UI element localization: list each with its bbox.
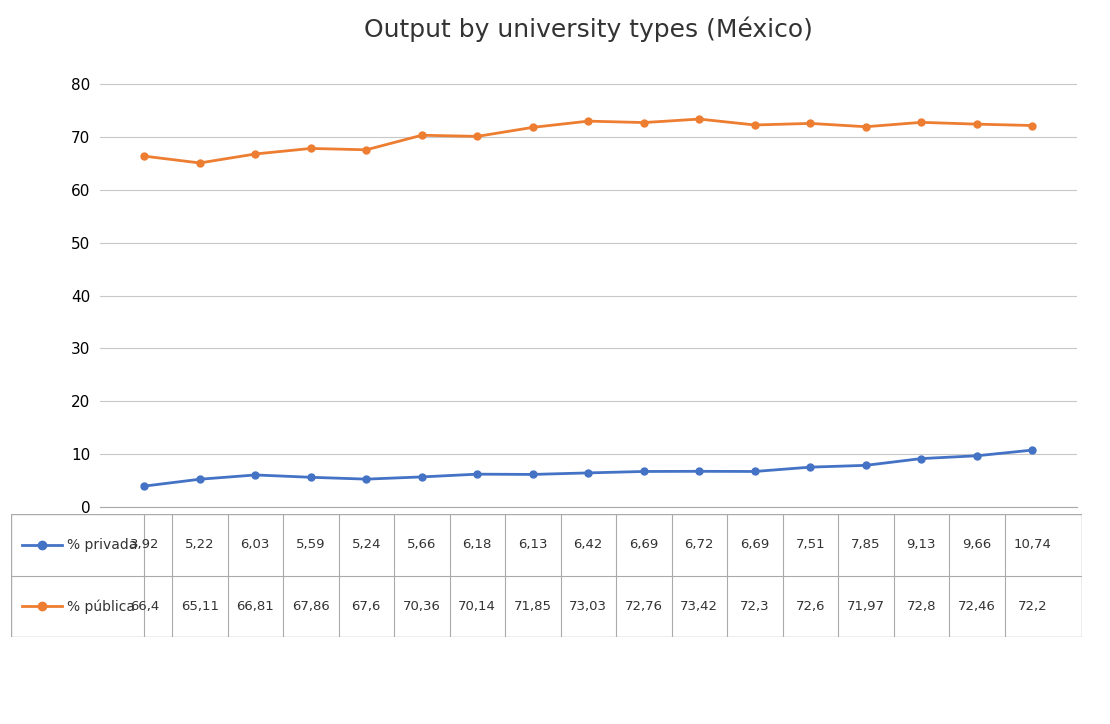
% pública [304, 144, 317, 153]
Text: 6,13: 6,13 [518, 539, 547, 551]
Text: 5,24: 5,24 [352, 539, 381, 551]
Text: 6,69: 6,69 [740, 539, 769, 551]
% pública [360, 146, 373, 154]
Text: 66,4: 66,4 [130, 600, 159, 613]
% privada [804, 463, 817, 471]
FancyBboxPatch shape [11, 514, 1082, 637]
% pública [138, 152, 151, 161]
Text: 65,11: 65,11 [181, 600, 219, 613]
% pública [970, 119, 983, 128]
Text: 72,8: 72,8 [907, 600, 936, 613]
% privada [748, 467, 761, 476]
Text: 67,6: 67,6 [352, 600, 381, 613]
% privada [138, 481, 151, 490]
% pública [526, 123, 539, 132]
Text: 6,18: 6,18 [463, 539, 492, 551]
Text: 7,51: 7,51 [796, 539, 825, 551]
Text: 9,13: 9,13 [907, 539, 936, 551]
Text: 6,03: 6,03 [241, 539, 270, 551]
Text: 71,85: 71,85 [514, 600, 552, 613]
Line: % privada: % privada [141, 447, 1036, 489]
Text: 10,74: 10,74 [1013, 539, 1051, 551]
% pública [471, 132, 484, 140]
% pública [915, 118, 928, 127]
Text: 70,14: 70,14 [458, 600, 496, 613]
Text: 72,2: 72,2 [1018, 600, 1047, 613]
% privada [360, 475, 373, 484]
Text: % pública: % pública [67, 599, 135, 614]
% pública [193, 159, 206, 167]
% privada [526, 470, 539, 479]
% pública [748, 121, 761, 130]
Text: % privada: % privada [67, 538, 138, 552]
% privada [249, 471, 262, 479]
Text: 72,46: 72,46 [958, 600, 996, 613]
Text: 66,81: 66,81 [236, 600, 274, 613]
% privada [915, 454, 928, 463]
% privada [693, 467, 706, 476]
Text: 70,36: 70,36 [403, 600, 441, 613]
% pública [693, 114, 706, 123]
Text: 5,66: 5,66 [407, 539, 436, 551]
% pública [415, 131, 428, 140]
% privada [970, 452, 983, 460]
% privada [193, 475, 206, 484]
% pública [637, 118, 650, 127]
Text: 71,97: 71,97 [847, 600, 885, 613]
% privada [582, 468, 595, 477]
Text: 6,69: 6,69 [629, 539, 658, 551]
Line: % pública: % pública [141, 116, 1036, 167]
Text: 5,59: 5,59 [296, 539, 325, 551]
Text: 72,6: 72,6 [796, 600, 825, 613]
% pública [249, 150, 262, 159]
% pública [804, 119, 817, 127]
Text: 72,3: 72,3 [740, 600, 769, 613]
Text: 9,66: 9,66 [962, 539, 991, 551]
Text: 72,76: 72,76 [625, 600, 663, 613]
Text: 6,72: 6,72 [685, 539, 714, 551]
Text: 73,42: 73,42 [680, 600, 718, 613]
Text: 67,86: 67,86 [292, 600, 330, 613]
Text: 73,03: 73,03 [569, 600, 607, 613]
% privada [304, 473, 317, 481]
Text: 6,42: 6,42 [574, 539, 603, 551]
% privada [471, 470, 484, 479]
% pública [859, 122, 872, 131]
Text: 5,22: 5,22 [185, 539, 214, 551]
Title: Output by university types (México): Output by university types (México) [364, 17, 813, 42]
% privada [1026, 446, 1039, 455]
% pública [582, 117, 595, 125]
Text: 7,85: 7,85 [851, 539, 880, 551]
% pública [1026, 121, 1039, 130]
% privada [637, 467, 650, 476]
% privada [859, 461, 872, 470]
Text: 3,92: 3,92 [130, 539, 159, 551]
% privada [415, 473, 428, 481]
